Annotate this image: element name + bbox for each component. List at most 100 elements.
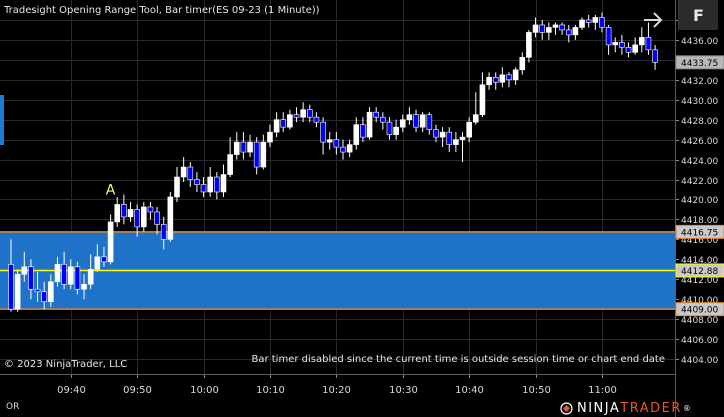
candle — [632, 37, 638, 55]
candle — [406, 107, 413, 125]
candle — [619, 34, 625, 55]
candle-body — [446, 131, 453, 145]
candle-body — [313, 116, 320, 123]
candle-body — [141, 206, 147, 228]
y-tick-label: 4424.00 — [681, 157, 718, 167]
candle-body — [300, 109, 306, 118]
candle-body — [546, 27, 552, 33]
candle-body — [353, 124, 360, 145]
candle-body — [499, 74, 506, 83]
candle — [167, 191, 174, 242]
candle — [94, 244, 101, 272]
bar-timer-message: Bar timer disabled since the current tim… — [251, 354, 665, 365]
candle — [74, 261, 81, 295]
candle — [612, 37, 619, 53]
candle — [652, 44, 658, 70]
candle — [572, 24, 579, 40]
candle-body — [333, 139, 340, 148]
candle — [127, 201, 134, 222]
candle-body — [94, 256, 101, 270]
y-tick-label: 4426.00 — [681, 137, 718, 147]
range-low-marker-label: 4409.00 — [681, 306, 718, 316]
y-tick-label: 4432.00 — [681, 77, 718, 87]
candle-body — [373, 111, 380, 118]
maximize-button[interactable]: F — [678, 0, 718, 30]
candle — [605, 24, 612, 55]
candle — [34, 271, 41, 302]
candle-body — [605, 27, 612, 46]
candle — [559, 22, 565, 35]
candle-body — [426, 114, 433, 130]
candle — [154, 206, 160, 235]
range-low-marker: 4409.00 — [675, 302, 724, 317]
range-high-marker: 4416.75 — [675, 224, 724, 239]
candle-body — [619, 42, 625, 48]
candle-body — [526, 32, 532, 58]
y-tick-label: 4436.00 — [681, 37, 718, 47]
candle-body — [486, 76, 492, 86]
candle — [287, 109, 293, 130]
candle-body — [419, 114, 426, 128]
candle — [54, 256, 61, 287]
order-label: OR — [6, 402, 20, 412]
x-tick-label: 10:40 — [455, 385, 484, 396]
last-price-marker-label: 4433.75 — [681, 59, 718, 69]
candle — [313, 112, 320, 128]
range-mid-marker-bg — [675, 263, 724, 278]
logo-text-trader: TRADER — [620, 400, 682, 416]
candle — [187, 162, 194, 187]
candle — [479, 72, 486, 118]
candle-body — [413, 114, 419, 128]
candle — [472, 92, 479, 125]
candle — [413, 109, 419, 133]
x-tick-label: 10:00 — [190, 385, 219, 396]
time-axis[interactable]: 09:40 09:50 10:00 10:10 10:20 10:30 10:40 10:50… — [57, 375, 617, 396]
candle — [160, 216, 167, 250]
candle-body — [592, 17, 599, 23]
chart-title: Tradesight Opening Range Tool, Bar timer… — [3, 5, 320, 16]
candle-body — [625, 47, 632, 53]
arrow-right-icon[interactable] — [644, 12, 663, 28]
candle-body — [552, 24, 559, 28]
x-tick-label: 09:50 — [123, 385, 152, 396]
candle-body — [180, 166, 187, 178]
candle — [592, 14, 599, 30]
candle — [114, 196, 121, 227]
candle — [247, 134, 253, 158]
candle-body — [127, 209, 134, 218]
candle-body — [160, 224, 167, 240]
candle-body — [107, 221, 114, 263]
y-tick-label: 4408.00 — [681, 316, 718, 326]
candle-body — [433, 129, 439, 138]
candle-body — [645, 37, 652, 51]
candle-body — [154, 211, 160, 225]
candle-body — [187, 166, 194, 180]
candle — [134, 204, 140, 237]
range-mid-marker: 4412.88 — [675, 263, 724, 278]
candle-body — [306, 109, 313, 118]
horizontal-gridlines — [0, 20, 675, 360]
y-tick-label: 4418.00 — [681, 216, 718, 226]
candle-body — [67, 266, 74, 285]
candle-body — [532, 24, 539, 33]
candlestick-series: A — [8, 12, 658, 312]
candle — [645, 22, 652, 55]
candle-body — [519, 57, 526, 71]
candle-body — [74, 266, 81, 290]
candle-body — [366, 111, 373, 138]
candle-body — [260, 141, 267, 168]
price-axis-markers: 4416.75 4412.88 4409.00 4433.75 — [675, 55, 724, 317]
candle-body — [340, 146, 346, 153]
y-tick-label: 4410.00 — [681, 296, 718, 306]
candle — [539, 19, 546, 40]
candle — [333, 132, 340, 155]
candle-body — [439, 131, 446, 138]
candle — [585, 14, 592, 28]
last-price-marker-bg — [675, 55, 724, 70]
side-panel-tab[interactable] — [0, 95, 4, 145]
candle — [8, 239, 14, 312]
candle — [506, 72, 512, 88]
candle — [386, 117, 393, 140]
candle — [340, 139, 346, 160]
